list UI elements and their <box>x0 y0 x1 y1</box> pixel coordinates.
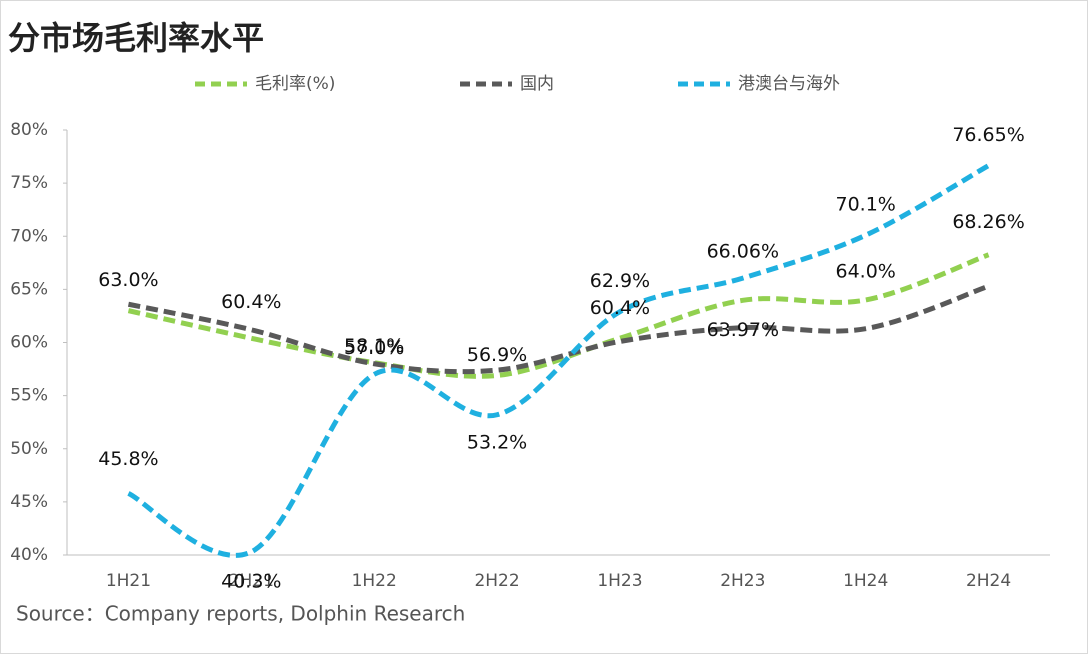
data-label: 64.0% <box>836 261 896 283</box>
data-label: 58.1% <box>344 335 404 357</box>
series-line <box>127 163 990 558</box>
source: Source：Company reports, Dolphin Research <box>16 602 465 626</box>
x-tick-label: 1H21 <box>106 571 151 591</box>
data-label: 66.06% <box>707 241 779 263</box>
x-tick-label: 2H22 <box>474 571 519 591</box>
data-label: 63.0% <box>98 269 158 291</box>
chart-title: 分市场毛利率水平 <box>8 19 264 57</box>
x-tick-label: 2H23 <box>720 571 765 591</box>
y-tick-label: 75% <box>10 173 48 193</box>
legend-label: 港澳台与海外 <box>738 74 840 94</box>
y-tick-label: 50% <box>10 439 48 459</box>
series-line <box>127 252 990 379</box>
x-tick-label: 2H21 <box>229 571 274 591</box>
data-label: 57.0% <box>344 337 404 359</box>
data-label: 63.97% <box>707 319 779 341</box>
data-label: 45.8% <box>98 448 158 470</box>
data-label: 76.65% <box>952 124 1024 146</box>
legend-label: 国内 <box>520 74 554 94</box>
y-tick-label: 60% <box>10 333 48 353</box>
y-tick-label: 45% <box>10 492 48 512</box>
x-tick-label: 1H23 <box>597 571 642 591</box>
data-label: 40.3% <box>221 570 281 592</box>
data-label: 53.2% <box>467 431 527 453</box>
data-label: 56.9% <box>467 344 527 366</box>
data-label: 60.4% <box>221 291 281 313</box>
y-tick-label: 80% <box>10 120 48 140</box>
x-tick-label: 2H24 <box>966 571 1011 591</box>
y-tick-label: 55% <box>10 386 48 406</box>
data-label: 70.1% <box>836 194 896 216</box>
data-label: 68.26% <box>952 211 1024 233</box>
x-tick-label: 1H22 <box>352 571 397 591</box>
data-label: 62.9% <box>590 270 650 292</box>
y-tick-label: 40% <box>10 545 48 565</box>
series-line <box>127 283 990 375</box>
x-tick-label: 1H24 <box>843 571 888 591</box>
y-tick-label: 70% <box>10 226 48 246</box>
legend-label: 毛利率(%) <box>255 74 335 94</box>
data-label: 60.4% <box>590 297 650 319</box>
y-tick-label: 65% <box>10 279 48 299</box>
